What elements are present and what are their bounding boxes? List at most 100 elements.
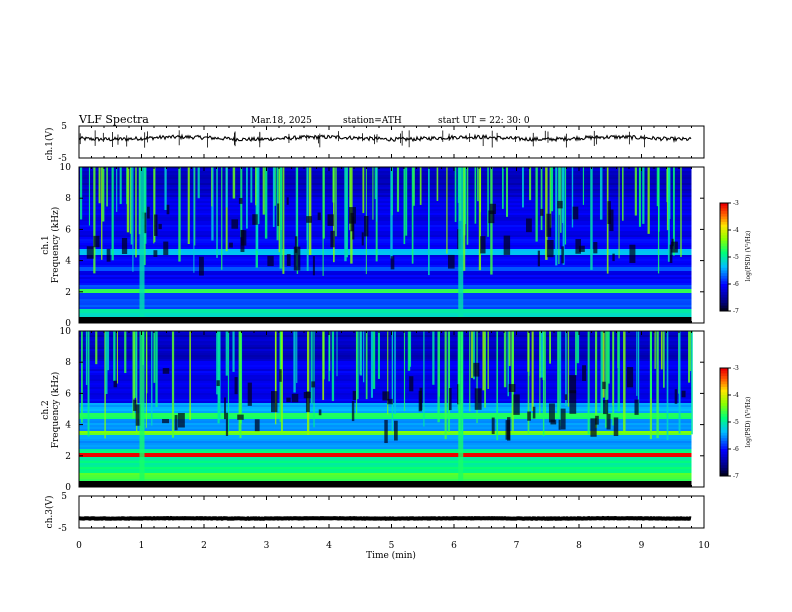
spectrogram-sferic bbox=[576, 331, 580, 364]
spectrogram-dark-patch bbox=[286, 397, 291, 403]
spectrogram-band bbox=[79, 279, 692, 281]
spectrogram-band bbox=[79, 345, 692, 347]
spectrogram-sferic bbox=[647, 167, 650, 234]
spectrogram-sferic bbox=[211, 167, 213, 207]
spectrogram-dark-patch bbox=[271, 391, 278, 413]
spectrogram-sferic bbox=[116, 167, 118, 212]
spectrogram-band bbox=[79, 203, 692, 205]
colorbar-step bbox=[720, 376, 728, 380]
ch2-spectrogram-panel: 10 8 6 4 2 0 bbox=[60, 327, 705, 493]
spectrogram-dark-patch bbox=[247, 382, 252, 406]
spectrogram-band bbox=[79, 355, 692, 357]
spectrogram-dark-patch bbox=[669, 244, 673, 264]
spectrogram-sferic bbox=[105, 331, 108, 394]
spectrogram-sferic bbox=[638, 167, 641, 227]
spectrogram-band bbox=[79, 365, 692, 367]
spectrogram-sferic bbox=[370, 331, 373, 398]
spectrogram-dark-patch bbox=[351, 400, 355, 422]
spectrogram-sferic bbox=[264, 167, 268, 239]
spectrogram-sferic bbox=[539, 331, 541, 416]
spectrogram-dark-patch bbox=[106, 248, 111, 262]
spectrogram-sferic bbox=[164, 167, 167, 210]
spectrogram-sferic bbox=[372, 167, 374, 220]
spectrogram-sferic bbox=[391, 331, 394, 432]
spectrogram-sferic bbox=[436, 167, 439, 201]
spectrogram-band bbox=[79, 249, 692, 251]
spectrogram-dark-patch bbox=[488, 210, 495, 224]
y-tick-label: 4 bbox=[65, 257, 71, 267]
spectrogram-dark-patch bbox=[286, 197, 289, 205]
spectrogram-sferic bbox=[344, 167, 347, 262]
colorbar-step bbox=[720, 227, 728, 231]
spectrogram-sferic bbox=[130, 167, 133, 245]
spectrogram-sferic bbox=[403, 331, 406, 411]
spectrogram-burst bbox=[139, 167, 145, 323]
spectrogram-band bbox=[79, 207, 692, 209]
spectrogram-sferic bbox=[474, 167, 477, 224]
spectrogram-sferic bbox=[391, 167, 393, 216]
spectrogram-band bbox=[79, 175, 692, 177]
spectrogram-band bbox=[79, 381, 692, 383]
spectrogram-sferic bbox=[466, 167, 469, 245]
spectrogram-dark-patch bbox=[199, 256, 204, 276]
spectrogram-sferic bbox=[85, 331, 88, 385]
colorbar-step bbox=[720, 424, 728, 428]
colorbar-step bbox=[720, 308, 728, 312]
spectrogram-dark-patch bbox=[384, 419, 388, 444]
colorbar-step bbox=[720, 389, 728, 393]
spectrogram-band bbox=[79, 211, 692, 213]
spectrogram-sferic bbox=[278, 167, 280, 253]
spectrogram-dark-patch bbox=[327, 214, 334, 226]
plot-frame bbox=[78, 125, 705, 159]
colorbar-step bbox=[720, 411, 728, 415]
spectrogram-sferic bbox=[557, 331, 560, 415]
spectrogram-dark-patch bbox=[578, 245, 585, 252]
spectrogram-sferic bbox=[419, 167, 422, 205]
spectrogram-sferic bbox=[565, 331, 567, 407]
y-tick-label: 2 bbox=[65, 288, 71, 298]
spectrogram-sferic bbox=[217, 331, 220, 424]
spectrogram-burst bbox=[139, 331, 145, 487]
spectrogram-low-band bbox=[79, 481, 692, 487]
spectrogram-band bbox=[79, 401, 692, 403]
spectrogram-dark-patch bbox=[166, 204, 170, 215]
spectrogram-sferic bbox=[81, 331, 83, 423]
colorbar-step bbox=[720, 273, 728, 277]
colorbar-step bbox=[720, 403, 728, 407]
spectrogram-sferic bbox=[600, 331, 603, 413]
spectrogram-band bbox=[79, 301, 692, 303]
spectrogram-sferic bbox=[657, 167, 660, 274]
spectrogram-band bbox=[79, 333, 692, 335]
spectrogram-dark-patch bbox=[279, 369, 282, 382]
spectrogram-sferic bbox=[582, 167, 585, 205]
spectrogram-band bbox=[79, 255, 692, 257]
ch1-ylabel: ch.1(V) bbox=[44, 128, 55, 161]
colorbar-step bbox=[720, 470, 728, 474]
spectrogram-sferic bbox=[464, 167, 467, 225]
ch1-frequency-label: Frequency (kHz) bbox=[50, 207, 61, 284]
spectrogram-dark-patch bbox=[238, 198, 243, 204]
spectrogram-dark-patch bbox=[526, 218, 532, 233]
colorbar-step bbox=[720, 384, 728, 388]
spectrogram-sferic bbox=[135, 167, 137, 258]
spectrogram-dark-patch bbox=[508, 384, 516, 393]
spectrogram-band bbox=[79, 269, 692, 271]
spectrogram-sferic bbox=[531, 331, 534, 412]
spectrogram-band bbox=[79, 291, 692, 293]
spectrogram-sferic bbox=[126, 167, 130, 233]
spectrogram-band bbox=[79, 245, 692, 247]
colorbar-step bbox=[720, 224, 728, 228]
spectrogram-sferic bbox=[106, 167, 108, 207]
spectrogram-dark-patch bbox=[177, 413, 185, 428]
spectrogram-dark-patch bbox=[163, 241, 169, 256]
spectrogram-sferic bbox=[590, 167, 593, 270]
ch1-spectrogram-panel: 10 8 6 4 2 0 bbox=[60, 163, 705, 329]
spectrogram-sferic bbox=[225, 167, 228, 208]
spectrogram-sferic bbox=[622, 167, 624, 221]
spectrogram-sferic bbox=[559, 331, 562, 427]
spectrogram-dark-patch bbox=[254, 419, 260, 432]
spectrogram-band bbox=[79, 169, 692, 171]
colorbar-step bbox=[720, 216, 728, 220]
x-tick-label: 8 bbox=[576, 541, 582, 551]
spectrogram-sferic bbox=[113, 331, 116, 382]
